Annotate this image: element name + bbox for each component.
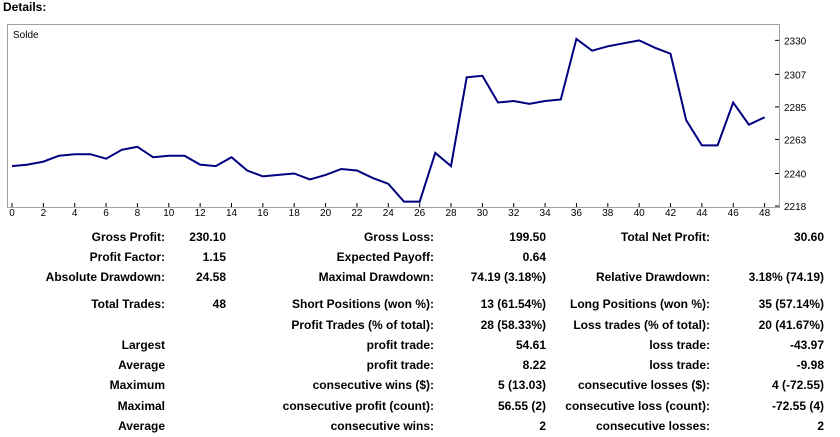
stats-row: Maximal consecutive profit (count): 56.5…	[0, 398, 840, 414]
consecutive-losses-money-label: consecutive losses ($):	[577, 378, 710, 392]
consecutive-wins-money-label: consecutive wins ($):	[312, 378, 434, 392]
gross-loss-value: 199.50	[509, 230, 546, 244]
average-profit-trade-value: 8.22	[522, 358, 546, 372]
expected-payoff-label: Expected Payoff:	[336, 250, 434, 264]
stats-row: Profit Factor: 1.15 Expected Payoff: 0.6…	[0, 249, 840, 265]
largest-loss-trade-value: -43.97	[789, 338, 824, 352]
stats-row: Profit Trades (% of total): 28 (58.33%) …	[0, 317, 840, 333]
gross-loss-label: Gross Loss:	[363, 230, 434, 244]
long-positions-label: Long Positions (won %):	[570, 297, 710, 311]
gross-profit-value: 230.10	[189, 230, 226, 244]
x-tick-label: 30	[477, 208, 489, 219]
y-tick-label: 2218	[784, 202, 807, 213]
consecutive-profit-count-value: 56.55 (2)	[497, 399, 546, 413]
x-axis: 0 2 4 6 8 10 12 14 16 18 20 22 24 26 28 30 32 34 36 38 40 42 4…	[9, 203, 771, 219]
x-tick-label: 4	[72, 208, 78, 219]
y-tick-label: 2330	[784, 36, 807, 47]
profit-factor-value: 1.15	[202, 250, 226, 264]
average-consecutive-losses-label: consecutive losses:	[595, 419, 710, 433]
total-trades-value: 48	[212, 297, 226, 311]
x-tick-label: 26	[414, 208, 426, 219]
relative-drawdown-label: Relative Drawdown:	[595, 270, 710, 284]
largest-loss-trade-label: loss trade:	[649, 338, 710, 352]
short-positions-value: 13 (61.54%)	[480, 297, 546, 311]
x-tick-label: 14	[226, 208, 238, 219]
long-positions-value: 35 (57.14%)	[758, 297, 824, 311]
gross-profit-label: Gross Profit:	[91, 230, 165, 244]
y-tick-label: 2285	[784, 103, 807, 114]
y-tick-label: 2307	[784, 70, 807, 81]
profit-factor-label: Profit Factor:	[89, 250, 165, 264]
stats-row: Average consecutive wins: 2 consecutive …	[0, 418, 840, 434]
y-axis: 2330 2307 2285 2263 2240 2218	[775, 36, 807, 213]
consecutive-losses-money-value: 4 (-72.55)	[771, 378, 824, 392]
x-tick-label: 20	[320, 208, 332, 219]
stats-row: Absolute Drawdown: 24.58 Maximal Drawdow…	[0, 269, 840, 285]
total-net-profit-value: 30.60	[793, 230, 824, 244]
stats-row: Maximum consecutive wins ($): 5 (13.03) …	[0, 377, 840, 393]
x-tick-label: 32	[508, 208, 520, 219]
average-profit-trade-label: profit trade:	[366, 358, 434, 372]
x-tick-label: 22	[351, 208, 363, 219]
x-tick-label: 36	[571, 208, 583, 219]
stats-row: Gross Profit: 230.10 Gross Loss: 199.50 …	[0, 229, 840, 245]
absolute-drawdown-label: Absolute Drawdown:	[45, 270, 165, 284]
absolute-drawdown-value: 24.58	[195, 270, 226, 284]
stats-row: Total Trades: 48 Short Positions (won %)…	[0, 296, 840, 312]
x-tick-label: 38	[602, 208, 614, 219]
x-tick-label: 28	[445, 208, 457, 219]
x-tick-label: 42	[665, 208, 677, 219]
average-consecutive-wins-label: consecutive wins:	[330, 419, 434, 433]
chart-frame	[7, 24, 780, 208]
x-tick-label: 10	[163, 208, 175, 219]
average-consecutive-label: Average	[118, 419, 165, 433]
total-trades-label: Total Trades:	[91, 297, 165, 311]
details-title: Details:	[3, 0, 47, 14]
consecutive-wins-money-value: 5 (13.03)	[497, 378, 546, 392]
x-tick-label: 16	[257, 208, 269, 219]
expected-payoff-value: 0.64	[522, 250, 546, 264]
largest-profit-trade-value: 54.61	[515, 338, 546, 352]
average-label: Average	[118, 358, 165, 372]
consecutive-loss-count-value: -72.55 (4)	[771, 399, 824, 413]
x-tick-label: 46	[728, 208, 740, 219]
average-consecutive-wins-value: 2	[539, 419, 546, 433]
x-tick-label: 24	[383, 208, 395, 219]
average-consecutive-losses-value: 2	[817, 419, 824, 433]
largest-label: Largest	[121, 338, 165, 352]
chart-series-label: Solde	[13, 30, 39, 41]
x-tick-label: 0	[9, 208, 15, 219]
stats-row: Average profit trade: 8.22 loss trade: -…	[0, 357, 840, 373]
x-tick-label: 48	[759, 208, 771, 219]
x-tick-label: 8	[135, 208, 141, 219]
x-tick-label: 40	[634, 208, 646, 219]
balance-chart: Solde 0 2 4 6 8 10 12 14 16 18 20 22 24 26 28 30 32 34 36 3…	[7, 24, 807, 219]
x-tick-label: 34	[540, 208, 552, 219]
profit-trades-label: Profit Trades (% of total):	[291, 318, 434, 332]
profit-trades-value: 28 (58.33%)	[480, 318, 546, 332]
largest-profit-trade-label: profit trade:	[366, 338, 434, 352]
balance-series-line	[11, 37, 766, 203]
y-tick-label: 2240	[784, 169, 807, 180]
consecutive-loss-count-label: consecutive loss (count):	[565, 399, 710, 413]
maximal-label: Maximal	[117, 399, 165, 413]
stats-row: Largest profit trade: 54.61 loss trade: …	[0, 337, 840, 353]
loss-trades-label: Loss trades (% of total):	[573, 318, 710, 332]
average-loss-trade-value: -9.98	[796, 358, 824, 372]
x-tick-label: 6	[103, 208, 109, 219]
maximum-label: Maximum	[109, 378, 165, 392]
average-loss-trade-label: loss trade:	[649, 358, 710, 372]
x-tick-label: 12	[195, 208, 207, 219]
x-tick-label: 18	[289, 208, 301, 219]
total-net-profit-label: Total Net Profit:	[620, 230, 710, 244]
maximal-drawdown-label: Maximal Drawdown:	[318, 270, 434, 284]
x-tick-label: 2	[41, 208, 47, 219]
loss-trades-value: 20 (41.67%)	[758, 318, 824, 332]
x-tick-label: 44	[696, 208, 708, 219]
consecutive-profit-count-label: consecutive profit (count):	[282, 399, 434, 413]
short-positions-label: Short Positions (won %):	[292, 297, 434, 311]
maximal-drawdown-value: 74.19 (3.18%)	[470, 270, 546, 284]
relative-drawdown-value: 3.18% (74.19)	[748, 270, 824, 284]
y-tick-label: 2263	[784, 135, 807, 146]
